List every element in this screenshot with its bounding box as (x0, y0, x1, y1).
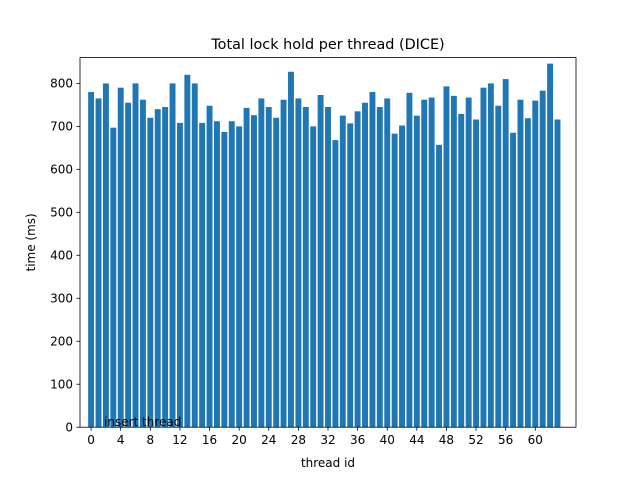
y-tick-label: 600 (50, 163, 73, 177)
bar-thread-26 (280, 99, 287, 428)
y-tick-label: 0 (65, 421, 73, 435)
bar-thread-12 (176, 122, 183, 428)
bar-thread-24 (265, 107, 272, 428)
x-tick-label: 32 (320, 433, 335, 447)
x-tick-label: 8 (147, 433, 155, 447)
bar-thread-53 (480, 87, 487, 428)
x-tick-label: 4 (117, 433, 125, 447)
bar-thread-61 (539, 90, 546, 428)
bar-thread-37 (362, 102, 368, 428)
bar-thread-34 (339, 115, 346, 428)
bar-thread-35 (347, 123, 354, 428)
bar-thread-5 (125, 102, 132, 428)
y-tick-label: 700 (50, 120, 73, 134)
y-axis-ticks: 0 100 200 300 400 500 600 700 800 (50, 77, 80, 435)
y-tick-label: 300 (50, 292, 73, 306)
x-tick-label: 20 (232, 433, 247, 447)
bar-thread-0 (88, 91, 95, 428)
x-tick-label: 0 (87, 433, 95, 447)
bar-thread-59 (524, 118, 531, 428)
bar-thread-25 (273, 117, 280, 428)
bar-thread-57 (510, 132, 517, 428)
bar-thread-55 (495, 105, 502, 428)
x-tick-label: 48 (439, 433, 454, 447)
y-axis-label: time (ms) (24, 213, 38, 271)
bar-thread-3 (110, 127, 117, 428)
bar-thread-19 (228, 121, 235, 428)
y-tick-label: 500 (50, 206, 73, 220)
x-tick-label: 40 (380, 433, 395, 447)
bar-thread-11 (169, 83, 176, 428)
bar-thread-30 (310, 126, 317, 428)
x-axis-label: thread id (301, 456, 355, 470)
bar-thread-52 (473, 119, 480, 428)
bar-thread-33 (332, 140, 339, 428)
bar-thread-17 (213, 121, 220, 428)
x-tick-label: 28 (291, 433, 306, 447)
bar-thread-44 (413, 115, 420, 428)
bar-thread-47 (436, 144, 442, 428)
bar-thread-41 (391, 133, 398, 428)
x-tick-label: 24 (261, 433, 276, 447)
x-tick-label: 16 (202, 433, 217, 447)
bar-thread-23 (258, 98, 265, 428)
bar-thread-36 (354, 111, 361, 428)
bar-thread-54 (487, 83, 494, 428)
bar-thread-16 (206, 105, 213, 428)
bar-thread-63 (554, 119, 561, 428)
bar-thread-45 (421, 99, 428, 428)
y-tick-label: 200 (50, 335, 73, 349)
insert-thread-annotation: insert thread (104, 415, 181, 429)
bar-thread-60 (532, 100, 539, 428)
bar-thread-14 (191, 83, 198, 428)
bars-group (88, 63, 561, 428)
bar-thread-13 (184, 74, 191, 428)
bar-thread-2 (102, 83, 109, 428)
bar-thread-4 (117, 87, 124, 428)
bar-thread-42 (399, 125, 405, 428)
bar-thread-6 (132, 83, 139, 428)
bar-thread-39 (376, 107, 383, 428)
x-tick-label: 52 (468, 433, 483, 447)
bar-thread-21 (243, 107, 250, 428)
bar-thread-7 (139, 99, 146, 428)
plot-frame (79, 57, 577, 428)
x-tick-label: 36 (350, 433, 365, 447)
y-tick-label: 400 (50, 249, 73, 263)
bar-thread-22 (251, 115, 257, 428)
bar-thread-8 (147, 117, 154, 428)
bar-thread-56 (502, 79, 509, 428)
bar-thread-28 (295, 98, 302, 428)
bar-thread-10 (162, 107, 169, 428)
bar-thread-40 (384, 98, 391, 428)
x-tick-label: 60 (528, 433, 543, 447)
bar-thread-38 (369, 91, 376, 428)
x-tick-label: 56 (498, 433, 513, 447)
bar-thread-18 (221, 131, 228, 428)
bar-thread-31 (317, 94, 324, 428)
y-tick-label: 100 (50, 378, 73, 392)
bar-thread-27 (288, 71, 294, 428)
bar-thread-49 (450, 95, 457, 428)
bar-thread-46 (428, 97, 435, 428)
y-tick-label: 800 (50, 77, 73, 91)
x-tick-label: 12 (172, 433, 187, 447)
bar-thread-1 (95, 98, 102, 428)
x-tick-label: 44 (409, 433, 424, 447)
chart-title: Total lock hold per thread (DICE) (210, 37, 444, 53)
bar-thread-29 (302, 107, 309, 428)
bar-thread-43 (406, 92, 413, 428)
bar-thread-32 (325, 107, 331, 428)
bar-thread-58 (517, 99, 524, 428)
bar-thread-48 (443, 86, 450, 428)
bar-thread-50 (458, 113, 465, 428)
x-axis-ticks: 0 4 8 12 16 20 24 28 32 36 40 44 48 52 56 60 (87, 427, 543, 447)
bar-thread-62 (547, 63, 554, 428)
bar-thread-51 (465, 97, 472, 428)
bar-thread-9 (154, 109, 161, 428)
bar-thread-20 (236, 126, 243, 428)
bar-thread-15 (199, 122, 206, 428)
